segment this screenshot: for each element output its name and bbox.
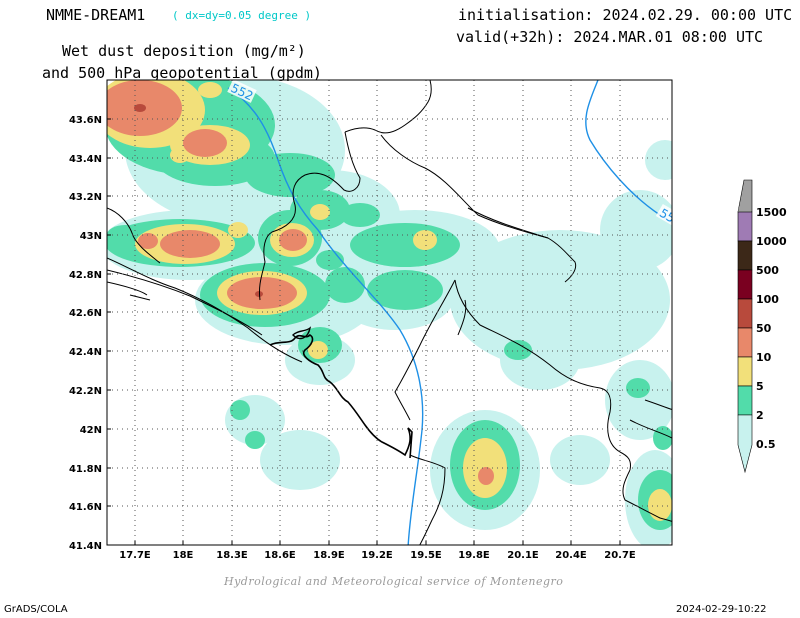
lat-label: 42.2N xyxy=(69,386,102,397)
lon-axis-labels: 17.7E 18E 18.3E 18.6E 18.9E 19.2E 19.5E … xyxy=(119,550,636,561)
deposition-field: 552 55 xyxy=(107,80,672,545)
lon-label: 20.7E xyxy=(604,550,636,561)
lon-label: 18.9E xyxy=(313,550,345,561)
lon-label: 20.1E xyxy=(507,550,539,561)
legend-label: 1000 xyxy=(756,235,787,248)
legend-bottom-arrow xyxy=(737,414,753,474)
lon-label: 18E xyxy=(173,550,194,561)
lat-label: 43.2N xyxy=(69,192,102,203)
lat-label: 43.6N xyxy=(69,115,102,126)
lon-label: 17.7E xyxy=(119,550,151,561)
initialisation-time: initialisation: 2024.02.29. 00:00 UTC xyxy=(458,6,793,24)
legend-swatch xyxy=(737,385,753,416)
legend-label: 0.5 xyxy=(756,438,776,451)
lat-label: 41.4N xyxy=(69,541,102,552)
map-title-line1: Wet dust deposition (mg/m²) xyxy=(62,42,306,60)
lat-label: 42N xyxy=(80,425,102,436)
legend-swatch xyxy=(737,240,753,271)
legend-label: 50 xyxy=(756,322,772,335)
legend-swatch xyxy=(737,269,753,300)
legend-swatch xyxy=(737,211,753,242)
legend-label: 100 xyxy=(756,293,779,306)
map-grid xyxy=(107,80,672,545)
lat-label: 42.6N xyxy=(69,308,102,319)
lat-axis-labels: 43.6N 43.4N 43.2N 43N 42.8N 42.6N 42.4N … xyxy=(69,115,102,552)
legend-label: 10 xyxy=(756,351,772,364)
legend-label: 2 xyxy=(756,409,764,422)
legend-swatch xyxy=(737,298,753,329)
lat-label: 42.4N xyxy=(69,347,102,358)
lat-label: 41.8N xyxy=(69,464,102,475)
legend-swatch xyxy=(737,356,753,387)
lon-label: 18.3E xyxy=(216,550,248,561)
legend-labels: 1500 1000 500 100 50 10 5 2 0.5 xyxy=(756,206,787,451)
borders xyxy=(107,80,672,545)
lat-label: 43.4N xyxy=(69,154,102,165)
lon-label: 19.8E xyxy=(458,550,490,561)
map-title-line2: and 500 hPa geopotential (gpdm) xyxy=(42,64,322,82)
legend-label: 1500 xyxy=(756,206,787,219)
footer-timestamp: 2024-02-29-10:22 xyxy=(676,604,767,615)
lat-label: 41.6N xyxy=(69,502,102,513)
lon-label: 19.5E xyxy=(410,550,442,561)
legend-label: 500 xyxy=(756,264,779,277)
lat-label: 43N xyxy=(80,231,102,242)
lon-label: 20.4E xyxy=(555,550,587,561)
lon-label: 19.2E xyxy=(361,550,393,561)
resolution-label: ( dx=dy=0.05 degree ) xyxy=(172,9,312,22)
lat-label: 42.8N xyxy=(69,270,102,281)
legend-label: 5 xyxy=(756,380,764,393)
footer-software: GrADS/COLA xyxy=(4,604,68,615)
valid-time: valid(+32h): 2024.MAR.01 08:00 UTC xyxy=(456,28,764,46)
credit-text: Hydrological and Meteorological service … xyxy=(224,575,564,588)
lon-label: 18.6E xyxy=(264,550,296,561)
legend-colorbar xyxy=(737,179,753,474)
model-name: NMME-DREAM1 xyxy=(46,6,146,24)
legend-swatch xyxy=(737,327,753,358)
